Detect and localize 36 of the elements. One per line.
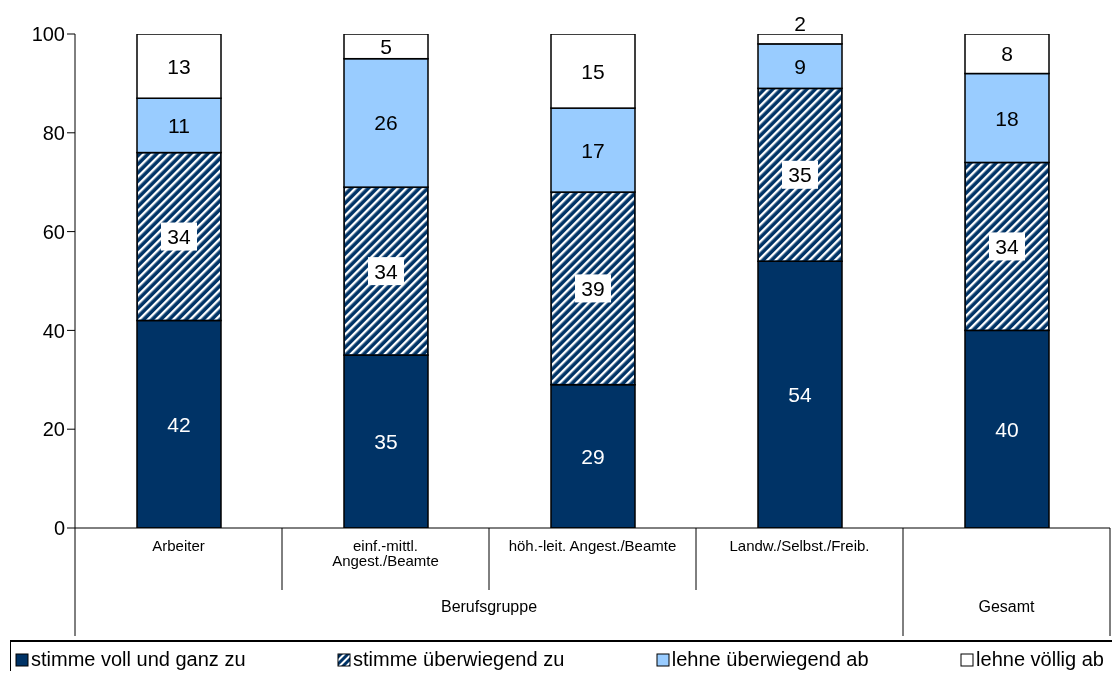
text: Berufsgruppe [439,598,539,616]
data-label: 34 [374,259,398,283]
data-label: 35 [374,430,398,454]
data-label: 5 [380,34,392,58]
y-tick-label: 80 [42,121,65,144]
data-label: 35 [788,163,812,187]
y-tick-label: 60 [42,220,65,243]
data-label: 9 [794,54,806,78]
data-label: 34 [995,234,1019,258]
text: Gesamt [977,598,1036,616]
data-label: 39 [581,276,605,300]
legend-label: stimme voll und ganz zu [30,648,246,671]
data-label: 42 [167,412,191,436]
x-tick-label: einf.-mittl. Angest./Beamte [332,536,439,569]
data-label: 29 [581,444,605,468]
x-tick-label: Landw./Selbst./Freib. [729,536,870,554]
y-tick-label: 40 [42,319,65,342]
y-tick-label: 0 [53,517,65,540]
data-label: 40 [995,417,1019,441]
legend-label: lehne überwiegend ab [670,648,869,671]
x-tick-label: höh.-leit. Angest./Beamte [508,536,677,554]
data-label: 15 [581,59,605,83]
x-tick-label: Arbeiter [152,536,205,554]
data-label: 8 [1001,42,1013,66]
y-tick-label: 20 [42,418,65,441]
data-label: 17 [581,138,605,162]
data-label: 2 [794,11,806,35]
data-label: 11 [168,113,190,137]
legend-label: lehne völlig ab [975,648,1104,671]
data-label: 26 [374,111,398,135]
data-label: 34 [167,225,191,249]
legend-label: stimme überwiegend zu [352,648,565,671]
data-label: 18 [995,106,1019,130]
data-label: 54 [788,383,812,407]
y-tick-label: 100 [31,23,65,46]
data-label: 13 [167,54,191,78]
